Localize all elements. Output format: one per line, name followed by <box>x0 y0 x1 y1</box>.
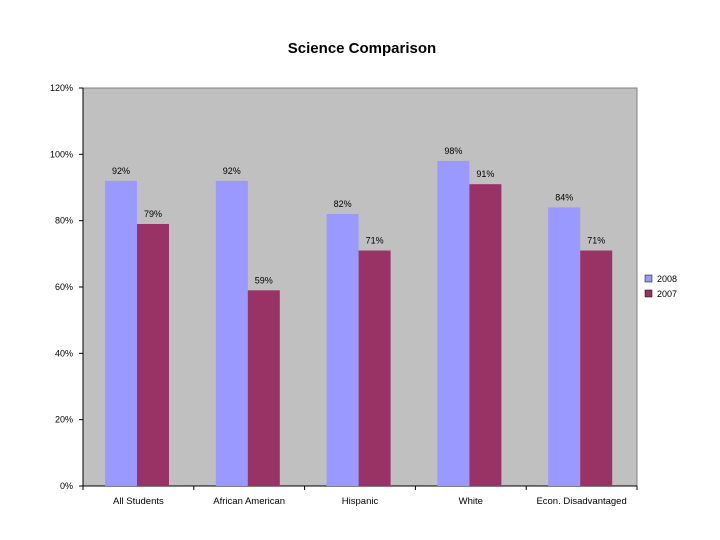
bar-series-group <box>105 160 613 487</box>
data-label: 82% <box>334 199 352 209</box>
data-label-group: 92% 92% 82% 98% 84% 79% 59% 71% 91% 71% <box>112 146 605 285</box>
x-category-label: Econ. Disadvantaged <box>536 496 626 507</box>
x-category-label: All Students <box>113 496 164 507</box>
data-label: 92% <box>112 166 130 176</box>
y-axis: 0% 20% 40% 60% 80% 100% 120% <box>50 83 84 491</box>
x-category-label: White <box>459 496 483 507</box>
y-tick-label: 0% <box>60 481 73 491</box>
legend-label: 2008 <box>657 274 677 284</box>
data-label: 92% <box>223 166 241 176</box>
legend: 2008 2007 <box>644 274 677 299</box>
chart-title: Science Comparison <box>288 40 436 57</box>
legend-label: 2007 <box>657 289 677 299</box>
bar-2007-1 <box>247 290 280 486</box>
y-tick-label: 60% <box>55 282 73 292</box>
y-tick-label: 20% <box>55 415 73 425</box>
y-tick-label: 80% <box>55 216 73 226</box>
y-tick-label: 40% <box>55 348 73 358</box>
data-label: 79% <box>144 209 162 219</box>
bar-2007-0 <box>137 223 169 486</box>
data-label: 59% <box>255 275 273 285</box>
data-label: 71% <box>366 236 384 246</box>
bar-2007-3 <box>469 184 502 486</box>
x-category-label: African American <box>213 496 285 507</box>
data-label: 71% <box>587 236 605 246</box>
bar-2008-4 <box>548 207 581 486</box>
legend-swatch <box>644 274 653 283</box>
y-tick-label: 120% <box>50 83 73 93</box>
bar-2008-3 <box>437 160 470 486</box>
bar-2007-4 <box>580 250 613 486</box>
bar-2008-0 <box>105 180 137 486</box>
legend-swatch <box>644 289 653 298</box>
data-label: 91% <box>476 169 494 179</box>
x-category-label: Hispanic <box>342 496 379 507</box>
bar-2008-1 <box>215 180 248 486</box>
data-label: 98% <box>444 146 462 156</box>
bar-2008-2 <box>326 214 359 487</box>
data-label: 84% <box>555 192 573 202</box>
y-tick-label: 100% <box>50 149 73 159</box>
x-axis: All Students African American Hispanic Whit… <box>82 485 638 507</box>
bar-2007-2 <box>358 250 391 486</box>
